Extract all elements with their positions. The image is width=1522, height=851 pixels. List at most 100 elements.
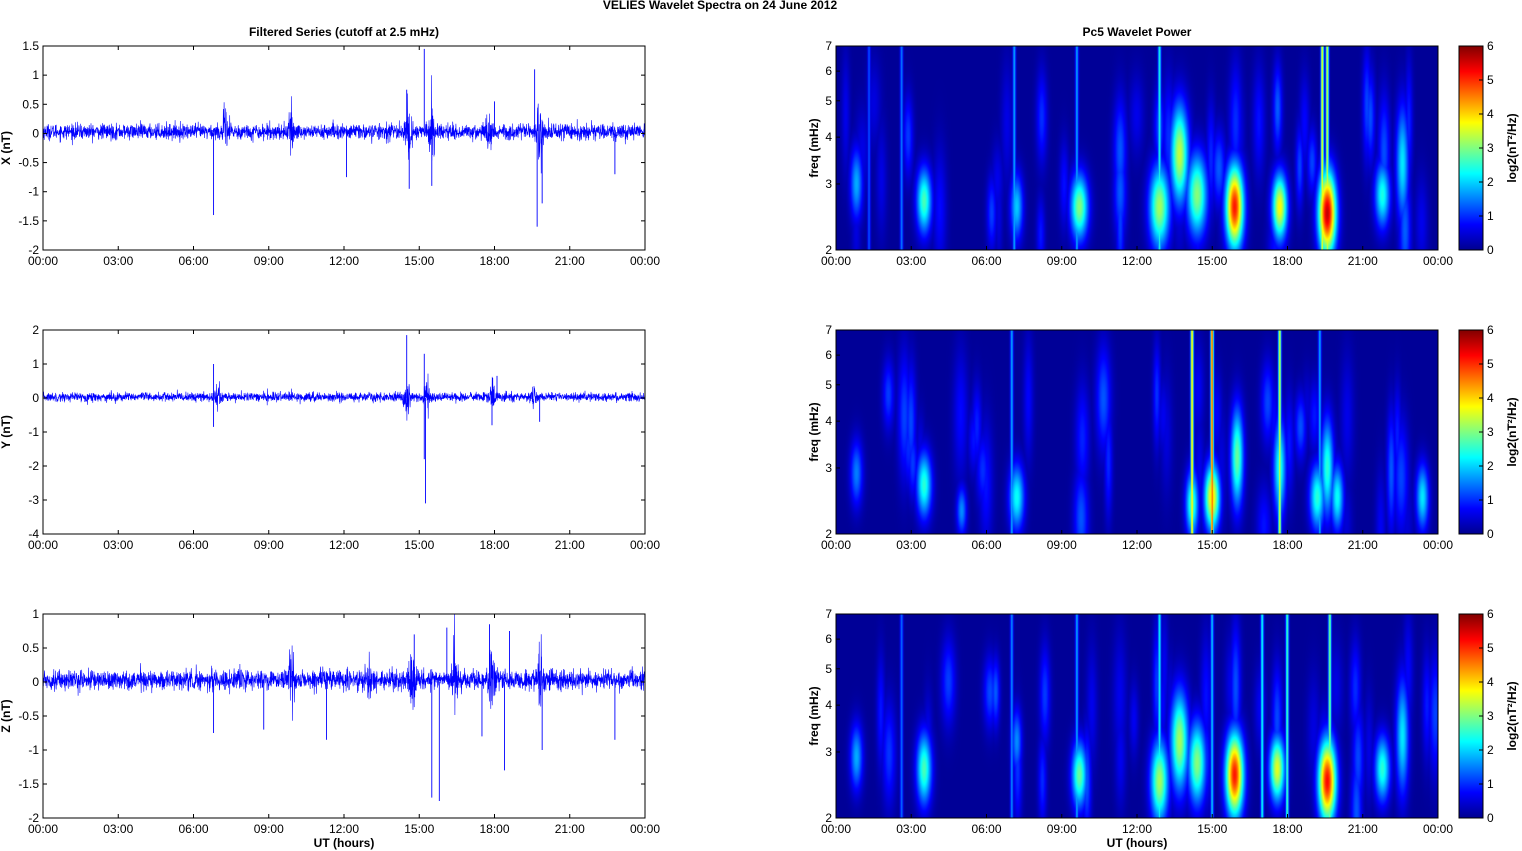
y-tick-label: 1 <box>32 68 39 82</box>
y-tick-label: 0 <box>32 675 39 689</box>
y-axis-label: Y (nT) <box>0 415 13 449</box>
colorbar-tick-label: 5 <box>1487 357 1494 371</box>
y-tick-label: 0.5 <box>22 97 39 111</box>
x-tick-label: 00:00 <box>630 822 660 836</box>
x-tick-label: 21:00 <box>555 254 585 268</box>
x-tick-label: 06:00 <box>971 538 1001 552</box>
x-tick-label: 00:00 <box>1423 538 1453 552</box>
x-tick-label: 12:00 <box>1122 822 1152 836</box>
y-tick-label: 3 <box>825 745 832 759</box>
right-xlabel: UT (hours) <box>1107 836 1168 850</box>
x-tick-label: 15:00 <box>1197 254 1227 268</box>
y-tick-label: 0 <box>32 391 39 405</box>
x-tick-label: 00:00 <box>821 822 851 836</box>
x-tick-label: 18:00 <box>1272 822 1302 836</box>
x-tick-label: 00:00 <box>821 538 851 552</box>
y-tick-label: 3 <box>825 461 832 475</box>
y-axis-label: X (nT) <box>0 131 13 165</box>
x-tick-label: 18:00 <box>479 538 509 552</box>
y-axis-label: freq (mHz) <box>807 686 821 745</box>
x-tick-label: 12:00 <box>329 822 359 836</box>
axes-background <box>43 614 645 818</box>
x-tick-label: 09:00 <box>254 254 284 268</box>
y-tick-label: 2 <box>825 527 832 541</box>
x-tick-label: 18:00 <box>479 822 509 836</box>
colorbar-tick-label: 6 <box>1487 607 1494 621</box>
x-tick-label: 12:00 <box>1122 254 1152 268</box>
x-tick-label: 09:00 <box>1047 822 1077 836</box>
y-tick-label: 0 <box>32 126 39 140</box>
x-tick-label: 21:00 <box>1348 538 1378 552</box>
y-tick-label: 2 <box>825 243 832 257</box>
x-tick-label: 00:00 <box>1423 822 1453 836</box>
x-tick-label: 18:00 <box>1272 538 1302 552</box>
y-axis-label: freq (mHz) <box>807 402 821 461</box>
x-tick-label: 21:00 <box>1348 822 1378 836</box>
colorbar-tick-label: 1 <box>1487 777 1494 791</box>
x-tick-label: 00:00 <box>28 822 58 836</box>
x-tick-label: 06:00 <box>178 254 208 268</box>
colorbar-tick-label: 2 <box>1487 743 1494 757</box>
y-tick-label: 5 <box>825 94 832 108</box>
wavelet-panel: 00:00 03:00 06:00 09:00 12:00 15:00 18:00 21:00… <box>807 39 1519 268</box>
y-tick-label: -2 <box>28 811 39 825</box>
x-tick-label: 21:00 <box>555 822 585 836</box>
y-tick-label: 7 <box>825 607 832 621</box>
colorbar-tick-label: 3 <box>1487 709 1494 723</box>
y-axis-label: Z (nT) <box>0 699 13 732</box>
x-tick-label: 00:00 <box>28 254 58 268</box>
x-tick-label: 12:00 <box>329 538 359 552</box>
wavelet-power-image <box>836 614 1438 818</box>
x-tick-label: 15:00 <box>404 538 434 552</box>
colorbar-tick-label: 4 <box>1487 391 1494 405</box>
y-tick-label: 6 <box>825 64 832 78</box>
x-tick-label: 06:00 <box>178 538 208 552</box>
series-line <box>42 613 646 721</box>
right-column-title: Pc5 Wavelet Power <box>1083 25 1192 39</box>
wavelet-power-image <box>836 330 1438 534</box>
y-tick-label: 1 <box>32 357 39 371</box>
y-tick-label: 7 <box>825 39 832 53</box>
y-tick-label: 6 <box>825 632 832 646</box>
x-tick-label: 09:00 <box>254 822 284 836</box>
x-tick-label: 12:00 <box>1122 538 1152 552</box>
y-tick-label: 2 <box>825 811 832 825</box>
y-tick-label: -1.5 <box>18 214 39 228</box>
colorbar-tick-label: 0 <box>1487 527 1494 541</box>
y-tick-label: -0.5 <box>18 156 39 170</box>
colorbar-tick-label: 6 <box>1487 39 1494 53</box>
x-tick-label: 09:00 <box>254 538 284 552</box>
y-tick-label: 2 <box>32 323 39 337</box>
y-tick-label: 4 <box>825 414 832 428</box>
wavelet-panel: 00:00 03:00 06:00 09:00 12:00 15:00 18:00 21:00… <box>807 323 1519 552</box>
y-tick-label: -2 <box>28 459 39 473</box>
x-tick-label: 00:00 <box>821 254 851 268</box>
colorbar-tick-label: 0 <box>1487 811 1494 825</box>
colorbar-label: log2(nT²/Hz) <box>1505 397 1519 466</box>
figure-suptitle: VELIES Wavelet Spectra on 24 June 2012 <box>603 0 838 12</box>
x-tick-label: 09:00 <box>1047 254 1077 268</box>
x-tick-label: 03:00 <box>103 822 133 836</box>
x-tick-label: 15:00 <box>1197 822 1227 836</box>
wavelet-power-image <box>836 46 1438 250</box>
x-tick-label: 00:00 <box>28 538 58 552</box>
x-tick-label: 03:00 <box>896 822 926 836</box>
x-tick-label: 18:00 <box>479 254 509 268</box>
x-tick-label: 00:00 <box>1423 254 1453 268</box>
series-line <box>42 373 646 421</box>
x-tick-label: 00:00 <box>630 538 660 552</box>
y-tick-label: -2 <box>28 243 39 257</box>
y-tick-label: 7 <box>825 323 832 337</box>
y-tick-label: 5 <box>825 662 832 676</box>
plot-panels: 00:00 03:00 06:00 09:00 12:00 15:00 18:00 21:00… <box>0 39 1519 836</box>
series-line <box>42 75 646 174</box>
x-tick-label: 12:00 <box>329 254 359 268</box>
x-tick-label: 06:00 <box>178 822 208 836</box>
y-tick-label: 4 <box>825 130 832 144</box>
series-panel: 00:00 03:00 06:00 09:00 12:00 15:00 18:00 21:00… <box>0 607 660 836</box>
colorbar-tick-label: 0 <box>1487 243 1494 257</box>
left-xlabel: UT (hours) <box>314 836 375 850</box>
y-tick-label: 1 <box>32 607 39 621</box>
left-column-title: Filtered Series (cutoff at 2.5 mHz) <box>249 25 439 39</box>
y-tick-label: 5 <box>825 378 832 392</box>
